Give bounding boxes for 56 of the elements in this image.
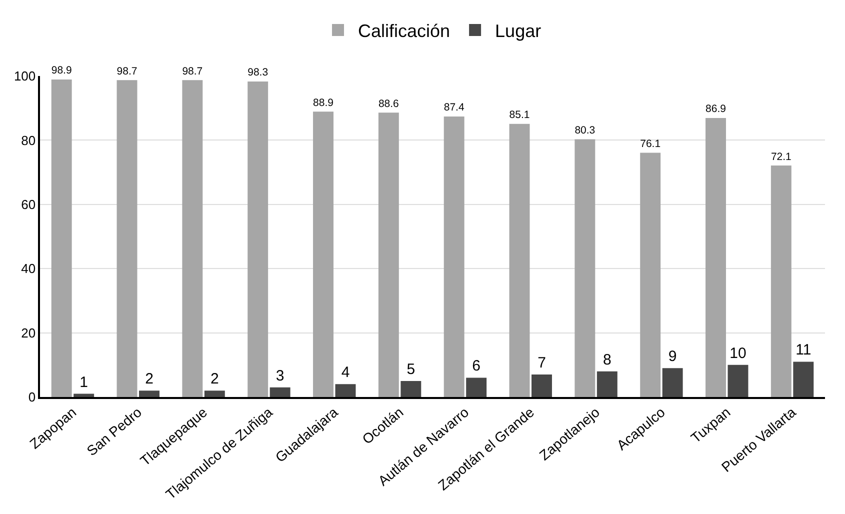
data-label: 11 xyxy=(796,342,812,359)
data-label: 88.6 xyxy=(378,98,400,110)
bar xyxy=(466,378,487,397)
bar xyxy=(51,80,72,397)
y-tick-label: 60 xyxy=(21,196,36,212)
data-label: 6 xyxy=(472,358,480,375)
y-tick-label: 20 xyxy=(21,325,36,340)
bar xyxy=(793,362,814,397)
data-label: 98.9 xyxy=(51,64,72,77)
data-label: 5 xyxy=(406,360,416,378)
bar xyxy=(116,80,138,397)
data-label: 98.7 xyxy=(116,65,138,78)
data-label: 88.9 xyxy=(313,96,334,109)
bar xyxy=(574,139,596,397)
data-label: 86.9 xyxy=(706,103,726,116)
data-label: 98.3 xyxy=(248,66,268,79)
legend-label: Lugar xyxy=(495,21,542,42)
bar xyxy=(728,364,748,397)
bar xyxy=(662,368,683,397)
data-label: 1 xyxy=(80,374,88,391)
data-label: 87.4 xyxy=(444,102,464,114)
bar xyxy=(139,390,160,397)
data-label: 72.1 xyxy=(770,150,792,163)
data-label: 8 xyxy=(602,351,612,368)
bar xyxy=(74,394,94,397)
data-label: 7 xyxy=(538,354,546,372)
bar xyxy=(313,112,334,397)
bar xyxy=(182,80,203,397)
bar xyxy=(596,371,618,397)
y-tick-label: 100 xyxy=(14,68,36,84)
data-label: 76.1 xyxy=(640,138,661,150)
bar xyxy=(532,374,552,397)
data-label: 98.7 xyxy=(182,65,203,78)
data-label: 9 xyxy=(668,348,677,366)
data-label: 2 xyxy=(210,370,219,388)
bar xyxy=(248,81,268,397)
bar xyxy=(509,124,530,397)
bar xyxy=(640,152,661,397)
data-label: 80.3 xyxy=(574,124,596,136)
data-label: 2 xyxy=(145,370,154,388)
data-label: 4 xyxy=(341,364,350,382)
bar xyxy=(270,387,290,397)
bar xyxy=(335,384,356,397)
data-label: 85.1 xyxy=(509,109,530,122)
bar xyxy=(444,116,464,397)
y-tick-label: 40 xyxy=(21,261,36,276)
bar xyxy=(204,390,225,397)
bar xyxy=(770,166,792,397)
data-label: 10 xyxy=(730,344,746,362)
bar xyxy=(400,380,422,397)
bar xyxy=(706,118,726,397)
data-label: 3 xyxy=(276,367,284,384)
y-tick-label: 0 xyxy=(28,390,36,405)
bar xyxy=(378,112,399,397)
y-tick-label: 80 xyxy=(21,132,36,148)
legend-label: Calificación xyxy=(358,21,450,42)
